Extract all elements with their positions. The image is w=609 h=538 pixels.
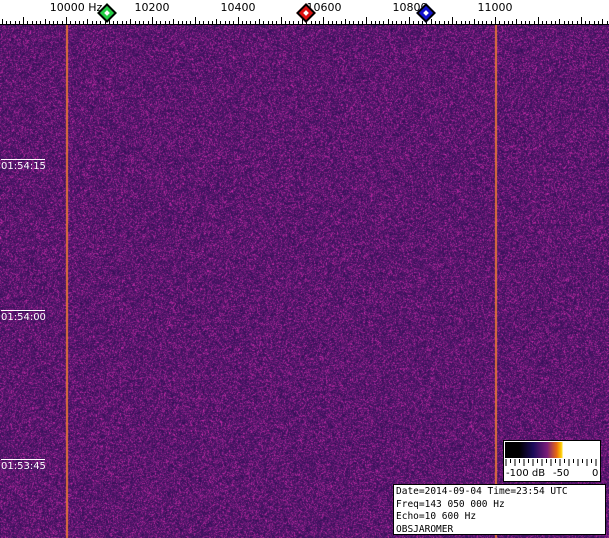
time-label: 01:54:15 <box>1 159 45 172</box>
colorbar-label-max: 0 <box>592 468 598 479</box>
freq-label-10400: 10400 <box>221 1 256 14</box>
colorbar-label-min: -100 dB <box>506 468 545 479</box>
color-scale-legend: -100 dB -50 0 <box>503 440 601 482</box>
freq-label-10200: 10200 <box>135 1 170 14</box>
freq-label-10000: 10000 Hz <box>50 1 103 14</box>
echo-line: Echo=10 600 Hz <box>396 511 603 524</box>
colorbar-label-mid: -50 <box>553 468 569 479</box>
frequency-line: Freq=143 050 000 Hz <box>396 499 603 512</box>
station-name: OBSJAROMER <box>396 524 603 537</box>
freq-label-11000: 11000 <box>478 1 513 14</box>
time-label: 01:53:45 <box>1 459 45 472</box>
color-gradient <box>505 442 599 458</box>
time-label: 01:54:00 <box>1 310 45 323</box>
info-panel: Date=2014-09-04 Time=23:54 UTC Freq=143 … <box>393 484 606 535</box>
date-time-line: Date=2014-09-04 Time=23:54 UTC <box>396 486 603 499</box>
frequency-ruler: 10000 Hz 10200 10400 10600 10800 11000 <box>0 0 609 25</box>
